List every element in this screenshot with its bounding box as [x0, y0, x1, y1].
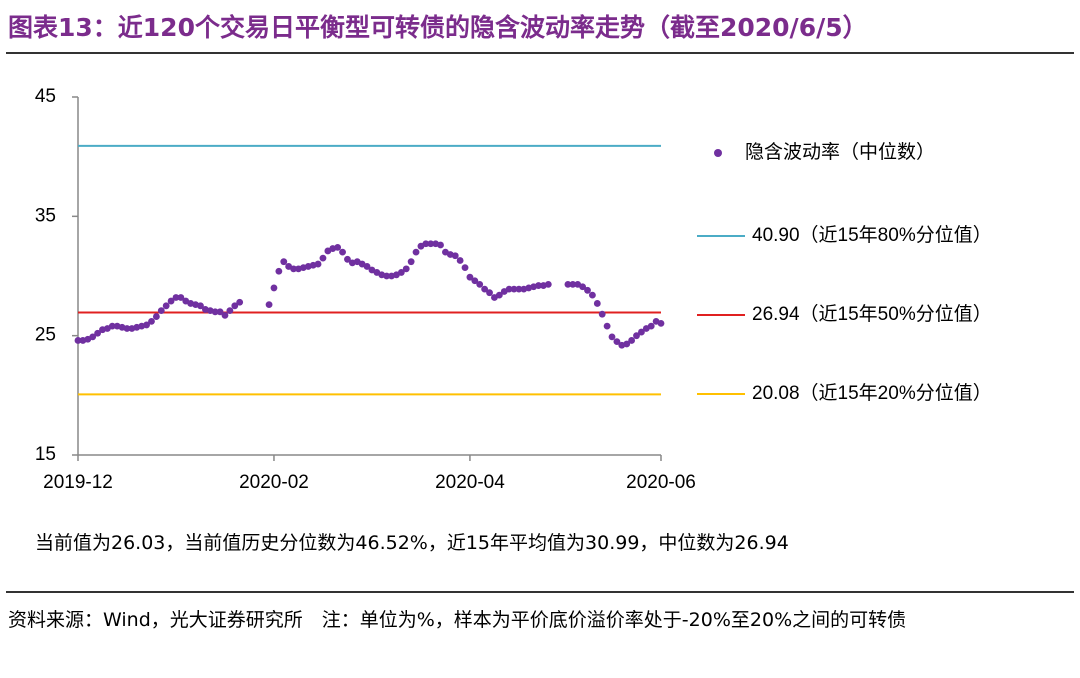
- data-point: [495, 291, 503, 299]
- y-tick-label: 15: [35, 444, 56, 465]
- y-tick-label: 45: [35, 86, 56, 107]
- data-point: [422, 240, 430, 248]
- data-point: [108, 322, 116, 330]
- chart: 15 25 35 45 2019-12 2020-02 2020-04 2020-06 40.9…: [35, 86, 992, 493]
- legend-label: 隐含波动率（中位数）: [745, 141, 935, 163]
- data-point: [383, 272, 391, 280]
- data-point: [476, 280, 484, 288]
- data-point: [427, 240, 435, 248]
- data-point: [407, 258, 415, 266]
- data-point: [314, 260, 322, 268]
- data-point: [515, 285, 523, 293]
- data-point: [221, 311, 229, 319]
- data-point: [226, 307, 234, 315]
- data-point: [603, 322, 611, 330]
- data-point: [633, 332, 640, 340]
- data-point: [402, 265, 410, 273]
- data-point: [319, 254, 327, 262]
- data-point: [172, 294, 180, 301]
- data-point: [598, 310, 606, 318]
- data-point: [280, 258, 288, 266]
- data-point: [535, 282, 542, 289]
- data-point: [481, 285, 489, 293]
- data-point: [197, 302, 204, 310]
- data-point: [647, 322, 655, 330]
- data-point: [451, 252, 459, 260]
- x-tick-label: 2020-02: [239, 472, 309, 493]
- data-point: [544, 280, 552, 288]
- data-point: [579, 283, 587, 291]
- x-tick-label: 2020-06: [626, 472, 696, 493]
- data-point: [344, 255, 351, 263]
- y-tick-label: 25: [35, 325, 56, 346]
- data-point: [211, 308, 219, 316]
- data-point: [74, 337, 82, 344]
- data-point: [505, 285, 513, 293]
- data-point: [339, 248, 346, 256]
- data-point: [456, 257, 464, 264]
- data-point: [510, 285, 518, 293]
- data-point: [89, 333, 97, 341]
- x-tick-label: 2020-04: [435, 472, 505, 493]
- data-point: [167, 297, 175, 305]
- data-point: [123, 325, 131, 332]
- data-point: [265, 301, 273, 309]
- data-point: [593, 300, 601, 307]
- y-tick-label: 35: [35, 205, 56, 226]
- legend-label: 40.90（近15年80%分位值）: [752, 224, 992, 246]
- data-point: [638, 328, 645, 336]
- data-point: [290, 265, 297, 273]
- data-point: [623, 340, 631, 348]
- data-point: [564, 280, 572, 288]
- data-point: [628, 337, 636, 344]
- x-tick-label: 2019-12: [43, 472, 113, 493]
- data-point: [143, 321, 150, 329]
- data-point: [231, 302, 239, 310]
- data-point: [270, 284, 278, 292]
- data-point: [569, 280, 577, 288]
- data-point: [236, 298, 244, 306]
- data-point: [657, 319, 665, 327]
- chart-note: 当前值为26.03，当前值历史分位数为46.52%，近15年平均值为30.99，…: [35, 532, 789, 554]
- data-point: [589, 291, 596, 299]
- data-point: [613, 338, 621, 346]
- data-point: [471, 277, 479, 285]
- data-point: [363, 263, 371, 270]
- data-point: [216, 308, 224, 316]
- data-point: [162, 302, 170, 310]
- data-point: [152, 313, 160, 320]
- source-rule: [6, 591, 1074, 593]
- legend-marker: [714, 149, 722, 157]
- data-point: [177, 294, 185, 301]
- source-text: 资料来源：Wind，光大证券研究所 注：单位为%，样本为平价底价溢价率处于-20…: [8, 609, 907, 631]
- legend-label: 20.08（近15年20%分位值）: [752, 382, 992, 404]
- data-point: [94, 329, 101, 337]
- data-point: [437, 241, 444, 249]
- data-point: [275, 267, 283, 275]
- data-point: [608, 333, 616, 341]
- data-point: [148, 317, 155, 325]
- legend-label: 26.94（近15年50%分位值）: [752, 303, 992, 325]
- data-point: [584, 286, 591, 294]
- data-point: [334, 243, 342, 251]
- data-point: [397, 269, 405, 276]
- title-rule: [6, 52, 1074, 54]
- data-point: [412, 248, 420, 256]
- data-point: [461, 264, 469, 272]
- data-point: [157, 307, 165, 315]
- data-point: [466, 273, 474, 281]
- chart-title: 图表13：近120个交易日平衡型可转债的隐含波动率走势（截至2020/6/5）: [8, 13, 868, 42]
- data-point: [486, 289, 493, 297]
